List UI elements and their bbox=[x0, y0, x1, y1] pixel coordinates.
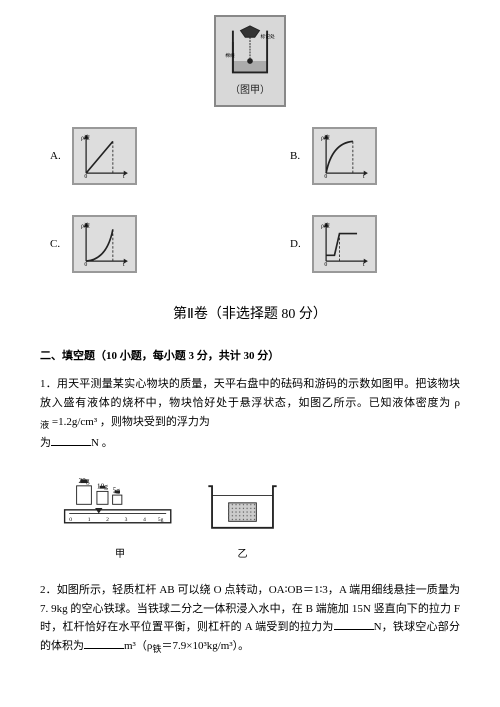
graph-b: ρ液 0 t bbox=[312, 127, 377, 185]
svg-text:2: 2 bbox=[106, 517, 109, 523]
balance-figure-container: 20g 10g 5g 0 1 2 3 4 5g 甲 bbox=[60, 467, 180, 563]
section-title: 第Ⅱ卷（非选择题 80 分） bbox=[40, 303, 460, 327]
svg-text:0: 0 bbox=[324, 174, 327, 180]
beaker2-figure bbox=[200, 477, 285, 537]
svg-text:ρ液: ρ液 bbox=[321, 134, 330, 142]
beaker-svg: 棉线 标记处 bbox=[222, 23, 278, 80]
svg-text:0: 0 bbox=[84, 262, 87, 268]
graph-d: ρ液 0 t bbox=[312, 215, 377, 273]
q1-unit: N bbox=[91, 437, 99, 449]
q1-text-pre: 用天平测量某实心物块的质量，天平右盘中的砝码和游码的示数如图甲。把该物块放入盛有… bbox=[40, 378, 460, 409]
q1-period: 。 bbox=[102, 437, 113, 449]
subsection-heading: 二、填空题（10 小题，每小题 3 分，共计 30 分） bbox=[40, 347, 460, 366]
svg-text:ρ液: ρ液 bbox=[81, 134, 90, 142]
graph-a: ρ液 0 t bbox=[72, 127, 137, 185]
q2-text4: ＝7.9×10³kg/m³）。 bbox=[162, 640, 250, 652]
svg-text:0: 0 bbox=[84, 174, 87, 180]
diagram-caption: （图甲） bbox=[230, 82, 270, 99]
q2-sub: 铁 bbox=[152, 644, 161, 654]
q1-blank bbox=[51, 434, 91, 446]
svg-text:ρ液: ρ液 bbox=[81, 222, 90, 230]
balance-figure: 20g 10g 5g 0 1 2 3 4 5g bbox=[60, 467, 180, 537]
option-c: C. ρ液 0 t bbox=[50, 215, 210, 273]
svg-text:3: 3 bbox=[125, 517, 128, 523]
q1-figures: 20g 10g 5g 0 1 2 3 4 5g 甲 乙 bbox=[60, 467, 460, 563]
q1-text-mid: =1.2g/cm³ ，则物块受到的浮力为 bbox=[52, 416, 210, 428]
option-a: A. ρ液 0 t bbox=[50, 127, 210, 185]
q1-number: 1． bbox=[40, 378, 57, 390]
svg-text:ρ液: ρ液 bbox=[321, 222, 330, 230]
q1-sub: 液 bbox=[40, 420, 49, 430]
fig1-label: 甲 bbox=[60, 546, 180, 563]
fig2-label: 乙 bbox=[200, 546, 285, 563]
q2-blank1 bbox=[334, 618, 374, 630]
svg-text:0: 0 bbox=[69, 517, 72, 523]
option-a-label: A. bbox=[50, 147, 64, 166]
q2-text3: m³（ρ bbox=[124, 640, 152, 652]
svg-text:0: 0 bbox=[324, 262, 327, 268]
option-d-label: D. bbox=[290, 235, 304, 254]
svg-text:1: 1 bbox=[88, 517, 91, 523]
beaker2-figure-container: 乙 bbox=[200, 477, 285, 563]
beaker-diagram: 棉线 标记处 （图甲） bbox=[214, 15, 286, 107]
q2-number: 2． bbox=[40, 584, 57, 596]
question-2: 2．如图所示，轻质杠杆 AB 可以绕 O 点转动，OA∶OB＝1∶3，A 端用细… bbox=[40, 581, 460, 658]
beaker-diagram-container: 棉线 标记处 （图甲） bbox=[40, 15, 460, 107]
svg-text:5g: 5g bbox=[158, 517, 164, 523]
option-b: B. ρ液 0 t bbox=[290, 127, 450, 185]
option-c-label: C. bbox=[50, 235, 64, 254]
option-d: D. ρ液 0 t bbox=[290, 215, 450, 273]
q2-blank2 bbox=[84, 637, 124, 649]
option-b-label: B. bbox=[290, 147, 304, 166]
svg-text:4: 4 bbox=[143, 517, 146, 523]
question-1: 1．用天平测量某实心物块的质量，天平右盘中的砝码和游码的示数如图甲。把该物块放入… bbox=[40, 375, 460, 452]
options-grid: A. ρ液 0 t B. ρ液 0 t C. bbox=[40, 127, 460, 273]
graph-c: ρ液 0 t bbox=[72, 215, 137, 273]
